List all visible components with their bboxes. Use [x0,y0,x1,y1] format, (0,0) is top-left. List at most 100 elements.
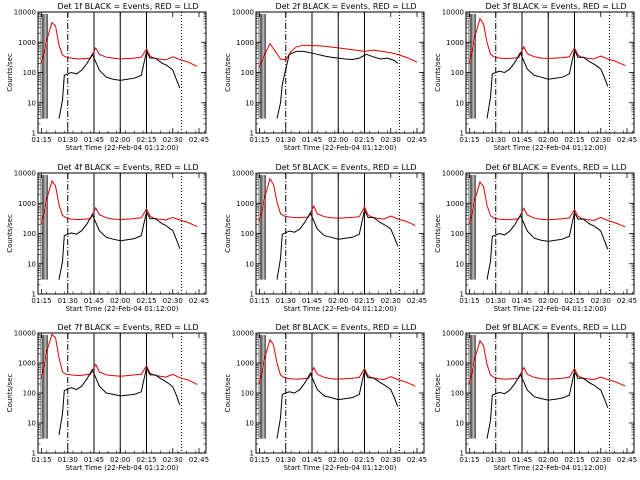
y-axis-label: Counts/sec [6,214,14,253]
x-tick-label: 01:45 [512,456,532,464]
y-tick-label: 100 [451,230,464,238]
x-tick-label: 02:00 [110,297,130,305]
y-tick-label: 10 [245,99,254,107]
x-axis-label: Start Time (22-Feb-04 01:12:00) [65,305,178,313]
y-tick-label: 100 [241,390,254,398]
panel-det-1f: Det 1f BLACK = Events, RED = LLD 1 10 100 10… [6,2,209,152]
y-axis-label: Counts/sec [434,374,442,413]
events-series-line [276,369,399,439]
x-tick-label: 02:00 [538,136,558,144]
panel-det-3f: Det 3f BLACK = Events, RED = LLD 1 10 100 10… [434,2,637,152]
x-tick-label: 01:45 [84,456,104,464]
x-tick-label: 02:15 [564,136,584,144]
x-tick-label: 01:45 [302,136,322,144]
y-tick-label: 100 [241,69,254,77]
panel-title: Det 8f BLACK = Events, RED = LLD [275,323,416,332]
x-tick-label: 02:45 [617,456,637,464]
y-tick-label: 100 [23,69,36,77]
x-axis-label: Start Time (22-Feb-04 01:12:00) [493,144,606,152]
x-tick-label: 01:45 [84,297,104,305]
x-tick-label: 01:30 [486,456,506,464]
plot-frame [255,332,425,454]
plot-frame [465,11,635,134]
y-tick-label: 1 [32,291,36,299]
x-tick-label: 02:00 [328,297,348,305]
y-tick-label: 1 [460,130,464,138]
x-tick-label: 01:15 [459,136,479,144]
y-tick-label: 100 [23,390,36,398]
plot-frame [37,332,207,454]
x-tick-label: 01:30 [276,136,296,144]
x-tick-label: 02:45 [189,136,209,144]
y-tick-label: 1 [250,130,254,138]
x-tick-label: 02:00 [538,297,558,305]
panel-det-4f: Det 4f BLACK = Events, RED = LLD 1 10 100 10… [6,163,209,313]
events-series-line [58,210,181,280]
x-tick-label: 02:00 [110,136,130,144]
lld-series-line [41,333,198,386]
y-tick-label: 1 [32,450,36,458]
plot-frame [465,172,635,295]
y-tick-label: 10 [455,420,464,428]
lld-series-line [469,17,626,66]
y-tick-label: 1000 [18,360,36,368]
panel-title: Det 2f BLACK = Events, RED = LLD [275,2,416,11]
x-tick-label: 01:45 [512,136,532,144]
events-series-line [58,366,181,435]
x-tick-label: 02:45 [617,136,637,144]
x-tick-label: 01:30 [486,297,506,305]
y-tick-label: 1000 [236,200,254,208]
y-tick-label: 10000 [14,330,36,338]
y-tick-label: 1000 [18,39,36,47]
plot-frame [37,11,207,134]
y-tick-label: 1 [460,291,464,299]
y-tick-label: 100 [241,230,254,238]
x-tick-label: 01:45 [84,136,104,144]
events-series-line [486,370,609,439]
panel-title: Det 1f BLACK = Events, RED = LLD [57,2,198,11]
x-tick-label: 01:15 [31,456,51,464]
y-axis-label: Counts/sec [434,214,442,253]
x-tick-label: 02:30 [163,297,183,305]
y-tick-label: 10 [245,420,254,428]
events-series-line [58,49,181,119]
y-tick-label: 1 [460,450,464,458]
x-tick-label: 02:45 [407,136,427,144]
x-axis-label: Start Time (22-Feb-04 01:12:00) [283,305,396,313]
x-tick-label: 01:15 [249,136,269,144]
lld-series-line [259,338,416,387]
y-tick-label: 1000 [446,39,464,47]
y-tick-label: 100 [451,69,464,77]
y-tick-label: 10 [27,420,36,428]
panel-title: Det 6f BLACK = Events, RED = LLD [485,163,626,172]
x-tick-label: 02:30 [591,456,611,464]
y-axis-label: Counts/sec [6,53,14,92]
x-tick-label: 02:30 [381,456,401,464]
x-axis-label: Start Time (22-Feb-04 01:12:00) [283,144,396,152]
x-axis-label: Start Time (22-Feb-04 01:12:00) [493,305,606,313]
x-tick-label: 01:30 [276,297,296,305]
lld-series-line [469,181,626,228]
panel-title: Det 9f BLACK = Events, RED = LLD [485,323,626,332]
x-tick-label: 02:30 [163,456,183,464]
x-tick-label: 01:45 [512,297,532,305]
x-tick-label: 02:15 [136,297,156,305]
x-tick-label: 02:00 [328,456,348,464]
panel-det-9f: Det 9f BLACK = Events, RED = LLD 1 10 100 10… [434,323,637,472]
x-tick-label: 01:30 [58,297,78,305]
panel-det-5f: Det 5f BLACK = Events, RED = LLD 1 10 100 10… [224,163,427,313]
x-tick-label: 01:15 [249,297,269,305]
x-tick-label: 01:30 [58,456,78,464]
x-tick-label: 02:30 [163,136,183,144]
lld-series-line [259,177,416,227]
plot-frame [255,11,425,134]
panel-title: Det 7f BLACK = Events, RED = LLD [57,323,198,332]
x-tick-label: 01:15 [31,297,51,305]
y-tick-label: 1 [250,450,254,458]
x-axis-label: Start Time (22-Feb-04 01:12:00) [493,464,606,472]
y-axis-label: Counts/sec [6,374,14,413]
events-series-line [276,50,399,119]
y-tick-label: 1000 [446,200,464,208]
x-tick-label: 01:30 [486,136,506,144]
